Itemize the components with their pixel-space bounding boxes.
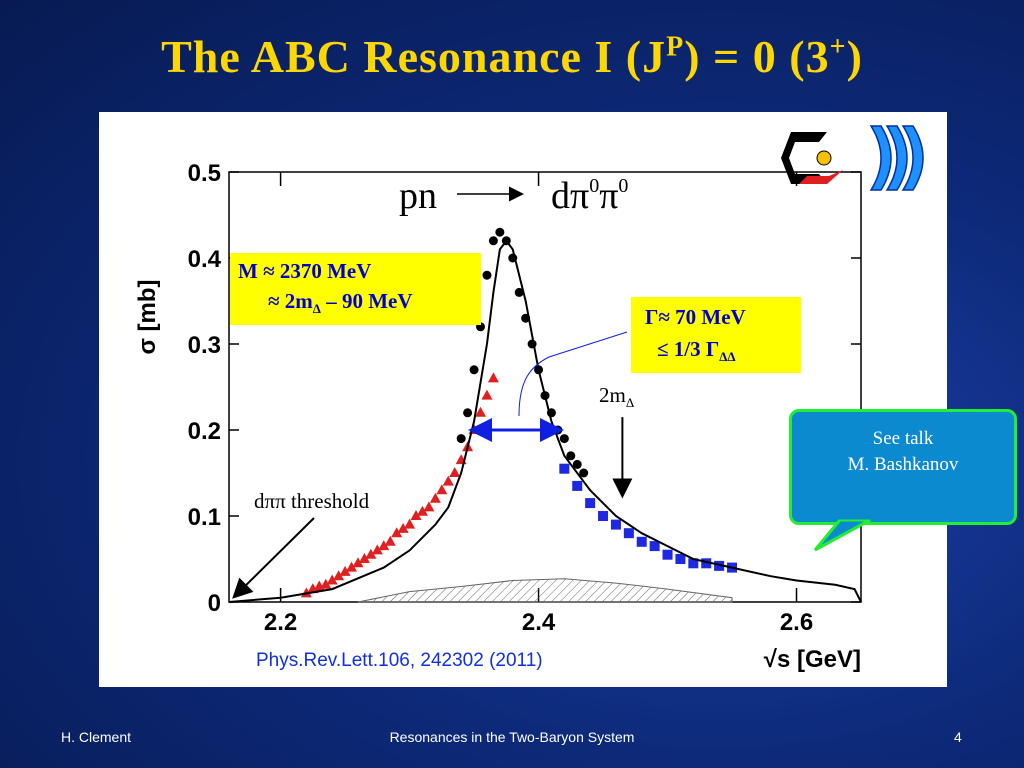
data-point-triangle [404, 518, 416, 529]
data-point-triangle [410, 510, 422, 520]
footer-page-number: 4 [954, 729, 962, 745]
hatch-area [357, 578, 733, 603]
data-point-triangle [397, 522, 409, 533]
mass-line-1: M ≈ 2370 MeV [238, 259, 372, 283]
data-point-square [662, 549, 673, 560]
x-tick-label: 2.4 [522, 609, 556, 636]
data-point-triangle [307, 583, 319, 594]
data-point-triangle [371, 544, 383, 555]
data-point-circle [469, 365, 479, 375]
x-axis: 2.2 2.4 2.6 [264, 172, 813, 636]
threshold-arrow [232, 517, 315, 599]
x-axis-label: √s [GeV] [764, 646, 861, 673]
reaction-products: dπ0π0 [551, 175, 628, 217]
width-pointer-line [518, 331, 628, 417]
data-point-square [559, 463, 570, 474]
data-point-triangle [365, 548, 377, 559]
reference-citation: Phys.Rev.Lett.106, 242302 (2011) [256, 650, 543, 671]
data-point-square [649, 541, 660, 552]
width-box: Γ≈ 70 MeV ≤ 1/3 ΓΔΔ [631, 297, 801, 373]
background-hatch [357, 578, 733, 603]
data-point-triangle [320, 578, 332, 589]
data-point-circle [482, 270, 492, 280]
callout-line-2: M. Bashkanov [847, 454, 959, 475]
data-point-triangle [475, 406, 487, 417]
fit-curve [228, 239, 862, 603]
chart-panel: 0 0.1 0.2 0.3 0.4 0.5 2.2 2.4 2.6 σ [mb] √s [Ge… [99, 112, 947, 687]
data-point-circle [566, 451, 576, 461]
x-tick-label: 2.2 [264, 609, 297, 636]
data-point-square [598, 511, 609, 521]
callout-line-1: See talk [872, 428, 934, 449]
data-point-triangle [352, 557, 364, 568]
data-point-square [636, 536, 647, 547]
data-point-triangle [429, 492, 441, 503]
chart-svg: 0 0.1 0.2 0.3 0.4 0.5 2.2 2.4 2.6 σ [mb] √s [Ge… [134, 125, 924, 673]
data-point-square [714, 560, 725, 571]
y-tick-label: 0.4 [188, 246, 222, 273]
data-point-triangle [391, 527, 403, 538]
data-point-circle [456, 434, 466, 444]
y-axis: 0 0.1 0.2 0.3 0.4 0.5 [188, 160, 861, 617]
y-tick-label: 0 [208, 590, 221, 617]
data-point-triangle [416, 505, 428, 516]
data-point-square [623, 528, 634, 539]
data-point-triangle [487, 372, 499, 383]
data-point-triangle [481, 389, 493, 400]
data-point-circle [463, 408, 473, 418]
data-point-triangle [326, 574, 338, 585]
width-line-1: Γ≈ 70 MeV [645, 305, 746, 329]
threshold-label: dππ threshold [254, 489, 370, 513]
data-point-triangle [346, 561, 358, 572]
plot-frame [228, 171, 862, 603]
data-point-circle [579, 468, 589, 478]
fit-line [228, 239, 862, 603]
data-point-triangle [339, 565, 351, 576]
mass-line-2: ≈ 2mΔ – 90 MeV [268, 289, 413, 317]
x-tick-label: 2.6 [780, 609, 813, 636]
reaction-pn: pn [399, 175, 437, 217]
data-point-square [675, 554, 686, 564]
footer-author: H. Clement [61, 729, 132, 745]
data-point-triangle [442, 475, 454, 486]
two-m-delta-label: 2mΔ [599, 383, 634, 410]
experiment-logo [781, 125, 924, 191]
data-point-triangle [333, 570, 345, 581]
mass-box: M ≈ 2370 MeV ≈ 2mΔ – 90 MeV [230, 253, 481, 325]
data-point-square [610, 519, 621, 530]
data-point-triangle [436, 484, 448, 495]
data-point-square [701, 558, 712, 569]
data-point-square [585, 498, 596, 509]
data-point-circle [488, 236, 498, 246]
width-line-2: ≤ 1/3 ΓΔΔ [657, 337, 736, 365]
data-point-triangle [378, 540, 390, 551]
y-tick-label: 0.1 [188, 504, 221, 531]
data-point-triangle [423, 501, 435, 512]
data-point-circle [514, 287, 524, 297]
annotation-arrows [232, 417, 633, 599]
slide-title: The ABC Resonance I (JP) = 0 (3+) [161, 31, 863, 82]
y-tick-label: 0.3 [188, 332, 221, 359]
data-point-square [572, 480, 583, 491]
y-tick-label: 0.5 [188, 160, 221, 187]
data-point-circle [495, 227, 505, 237]
data-point-circle [572, 459, 582, 469]
footer-title: Resonances in the Two-Baryon System [389, 729, 635, 745]
y-tick-label: 0.2 [188, 418, 221, 445]
data-point-triangle [449, 467, 461, 477]
y-axis-label: σ [mb] [134, 279, 161, 354]
data-point-triangle [384, 535, 396, 546]
talk-callout: See talk M. Bashkanov [789, 409, 1017, 525]
data-point-triangle [358, 553, 370, 563]
data-point-circle [559, 434, 569, 444]
data-point-square [688, 558, 699, 569]
